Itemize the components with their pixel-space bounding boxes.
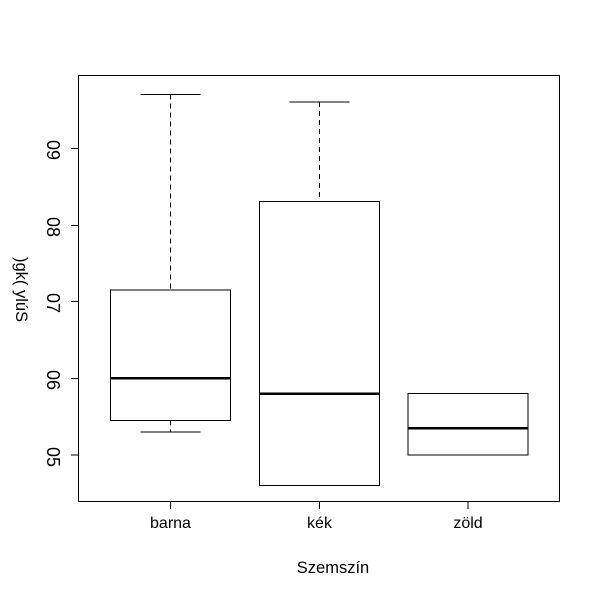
svg-text:kék: kék	[307, 515, 333, 532]
svg-text:zöld: zöld	[453, 515, 482, 532]
svg-text:Szemszín: Szemszín	[297, 559, 369, 577]
svg-text:barna: barna	[150, 515, 191, 532]
